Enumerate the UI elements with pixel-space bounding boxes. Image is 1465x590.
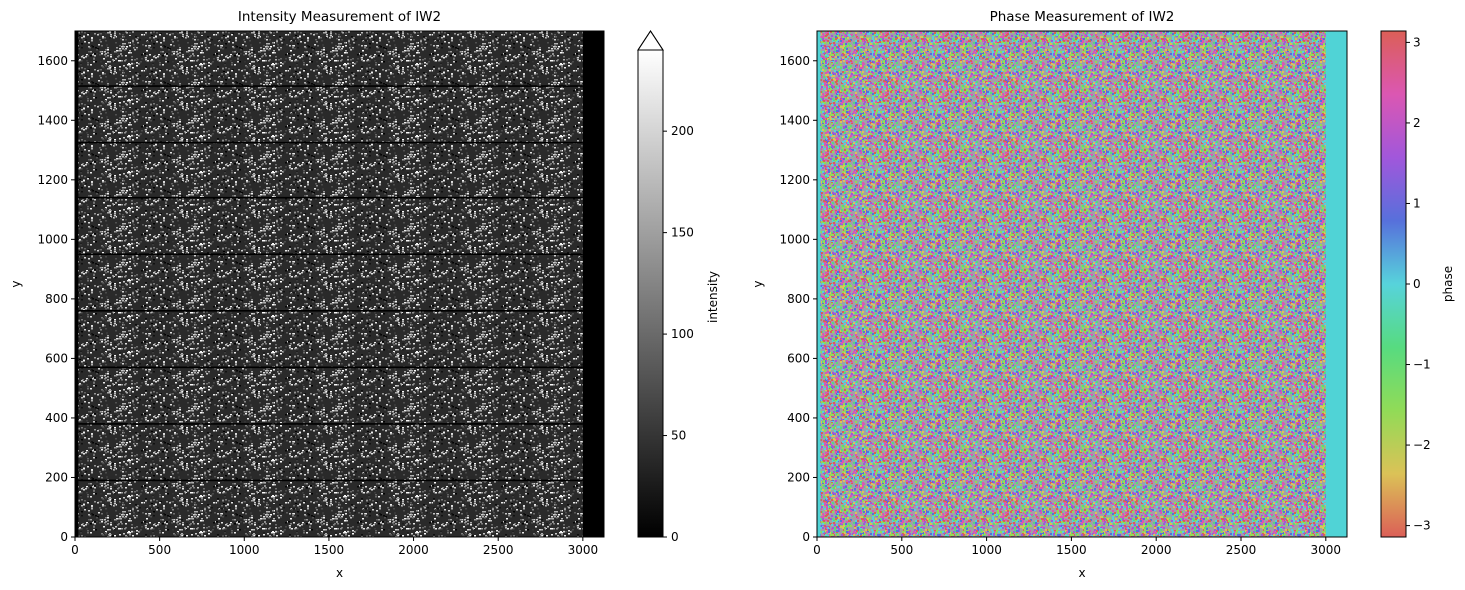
intensity-colorbar-tick-label: 50 bbox=[671, 429, 686, 443]
intensity-colorbar-tick-label: 100 bbox=[671, 327, 694, 341]
phase-axes-frame bbox=[816, 30, 1348, 538]
phase-x-tick-label: 1000 bbox=[971, 543, 1002, 557]
phase-colorbar-tick-label: −3 bbox=[1413, 519, 1431, 533]
phase-colorbar-tick-label: −1 bbox=[1413, 358, 1431, 372]
intensity-colorbar-outline bbox=[637, 30, 664, 538]
intensity-image bbox=[78, 31, 583, 537]
phase-colorbar-tick-label: 3 bbox=[1413, 35, 1421, 49]
intensity-colorbar-ticks: 0 50 100 150 200 bbox=[663, 124, 694, 544]
intensity-x-tick-label: 1500 bbox=[314, 543, 345, 557]
intensity-y-tick-label: 200 bbox=[45, 470, 68, 484]
phase-y-tick-label: 400 bbox=[787, 411, 810, 425]
phase-plot-area bbox=[816, 30, 1348, 538]
intensity-colorbar-gradient bbox=[638, 50, 663, 537]
phase-colorbar-tick-label: −2 bbox=[1413, 438, 1431, 452]
intensity-colorbar: 0 50 100 150 200 intensity bbox=[637, 30, 720, 544]
phase-y-tick-label: 0 bbox=[802, 530, 810, 544]
phase-colorbar-tick-label: 1 bbox=[1413, 196, 1421, 210]
phase-y-tick-label: 1400 bbox=[779, 113, 810, 127]
phase-colorbar-gradient bbox=[1380, 30, 1407, 538]
intensity-y-tick-label: 0 bbox=[60, 530, 68, 544]
phase-x-tick-label: 500 bbox=[890, 543, 913, 557]
phase-y-tick-label: 1000 bbox=[779, 232, 810, 246]
intensity-colorbar-tick-label: 150 bbox=[671, 226, 694, 240]
phase-x-ticks: 0 500 1000 1500 2000 2500 3000 bbox=[813, 537, 1341, 557]
phase-x-tick-label: 2500 bbox=[1226, 543, 1257, 557]
intensity-x-tick-label: 2000 bbox=[398, 543, 429, 557]
intensity-x-tick-label: 2500 bbox=[483, 543, 514, 557]
phase-y-label: y bbox=[751, 280, 765, 287]
intensity-x-tick-label: 1000 bbox=[229, 543, 260, 557]
phase-image bbox=[820, 31, 1326, 537]
phase-colorbar-label: phase bbox=[1441, 266, 1455, 302]
intensity-colorbar-extend-arrow bbox=[637, 30, 664, 51]
phase-panel: Phase Measurement of IW2 0 500 1000 1500 200… bbox=[751, 9, 1455, 580]
intensity-x-tick-label: 500 bbox=[148, 543, 171, 557]
intensity-y-tick-label: 600 bbox=[45, 351, 68, 365]
phase-title: Phase Measurement of IW2 bbox=[990, 9, 1175, 25]
intensity-y-tick-label: 1400 bbox=[37, 113, 68, 127]
intensity-x-tick-label: 3000 bbox=[568, 543, 599, 557]
phase-y-ticks: 0 200 400 600 800 1000 1200 1400 1600 bbox=[779, 54, 817, 544]
phase-y-tick-label: 800 bbox=[787, 292, 810, 306]
intensity-y-ticks: 0 200 400 600 800 1000 1200 1400 1600 bbox=[37, 54, 75, 544]
phase-x-label: x bbox=[1078, 566, 1085, 580]
intensity-x-ticks: 0 500 1000 1500 2000 2500 3000 bbox=[71, 537, 598, 557]
intensity-burst-lines bbox=[78, 85, 583, 482]
intensity-axes-frame bbox=[74, 30, 605, 538]
intensity-y-tick-label: 1600 bbox=[37, 54, 68, 68]
phase-y-tick-label: 200 bbox=[787, 470, 810, 484]
phase-y-tick-label: 600 bbox=[787, 351, 810, 365]
intensity-x-label: x bbox=[336, 566, 343, 580]
intensity-y-tick-label: 1200 bbox=[37, 173, 68, 187]
phase-colorbar-ticks: −3 −2 −1 0 1 2 3 bbox=[1406, 35, 1431, 533]
intensity-y-tick-label: 800 bbox=[45, 292, 68, 306]
phase-x-tick-label: 3000 bbox=[1311, 543, 1342, 557]
intensity-y-tick-label: 1000 bbox=[37, 232, 68, 246]
phase-colorbar-tick-label: 2 bbox=[1413, 116, 1421, 130]
intensity-panel: Intensity Measurement of IW2 0 500 1000 150… bbox=[9, 9, 720, 580]
intensity-colorbar-tick-label: 0 bbox=[671, 530, 679, 544]
intensity-plot-area bbox=[74, 30, 605, 538]
phase-x-tick-label: 0 bbox=[813, 543, 821, 557]
intensity-title: Intensity Measurement of IW2 bbox=[238, 9, 441, 25]
phase-y-tick-label: 1600 bbox=[779, 54, 810, 68]
phase-colorbar-tick-label: 0 bbox=[1413, 277, 1421, 291]
intensity-y-label: y bbox=[9, 280, 23, 287]
phase-x-tick-label: 1500 bbox=[1056, 543, 1087, 557]
phase-y-tick-label: 1200 bbox=[779, 173, 810, 187]
intensity-y-tick-label: 400 bbox=[45, 411, 68, 425]
intensity-colorbar-label: intensity bbox=[706, 271, 720, 323]
intensity-x-tick-label: 0 bbox=[71, 543, 79, 557]
intensity-colorbar-tick-label: 200 bbox=[671, 124, 694, 138]
phase-colorbar: −3 −2 −1 0 1 2 3 phase bbox=[1380, 30, 1455, 538]
phase-x-tick-label: 2000 bbox=[1141, 543, 1172, 557]
